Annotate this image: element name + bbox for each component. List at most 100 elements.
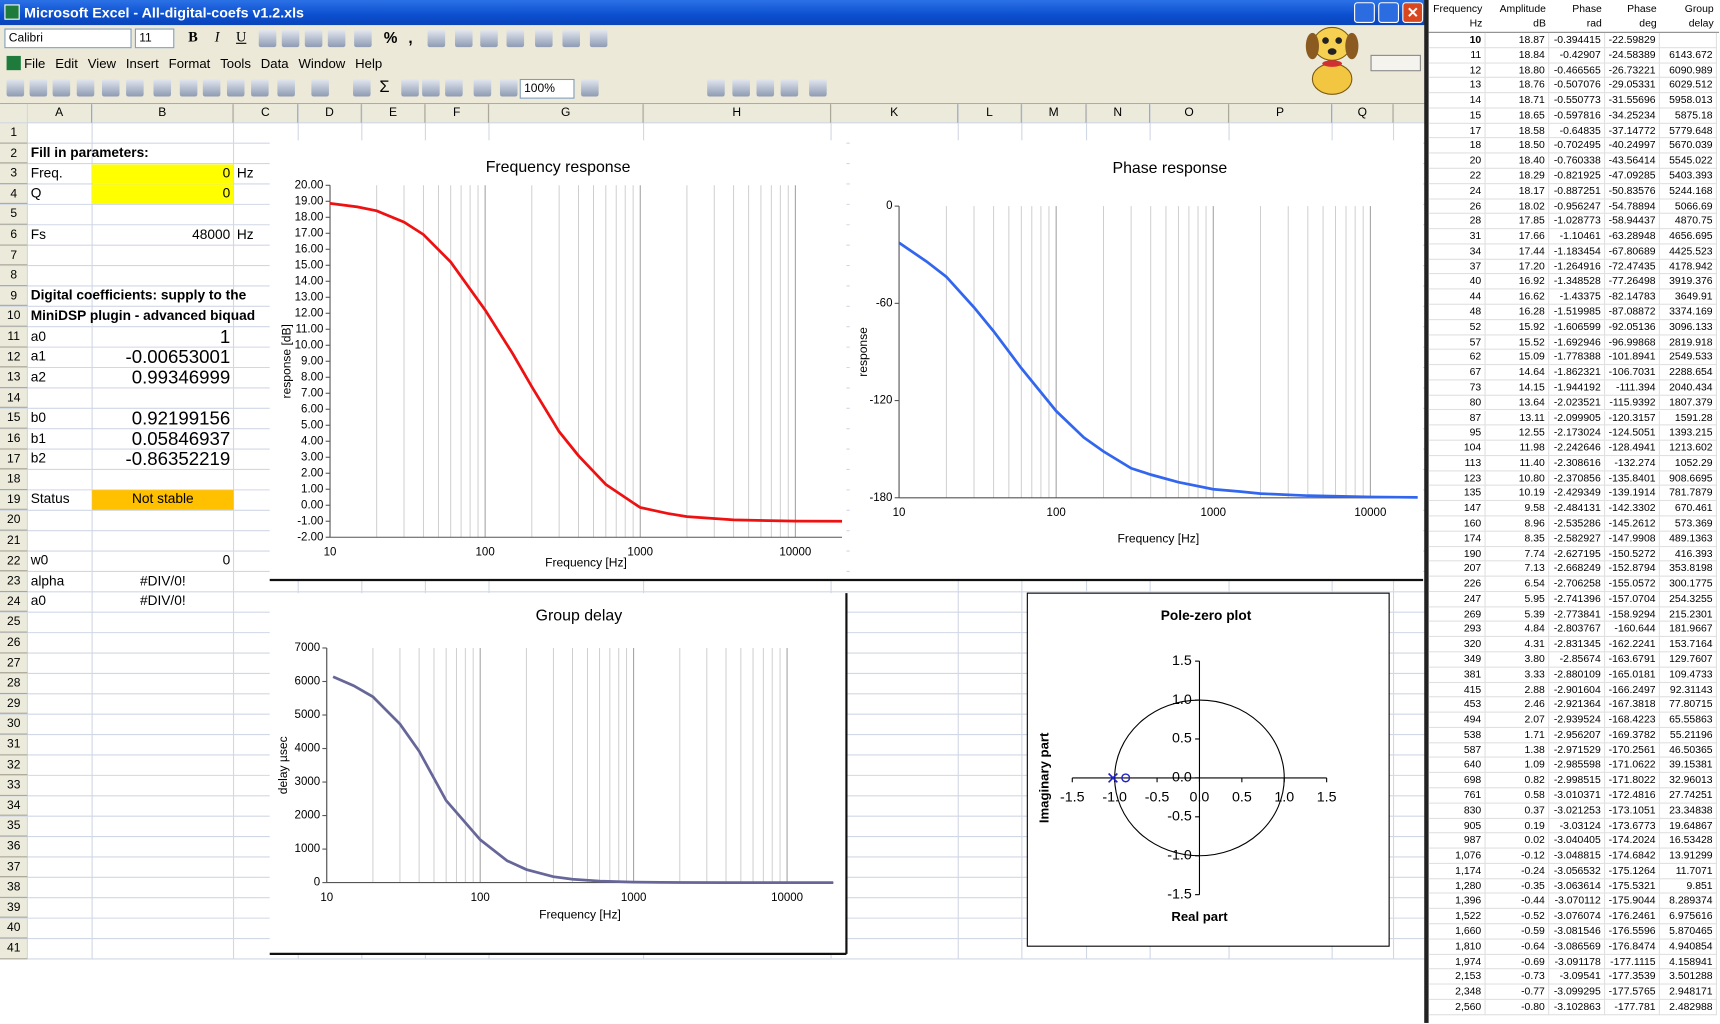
table-cell[interactable]: 761 — [1428, 788, 1486, 804]
table-cell[interactable]: -2.099905 — [1549, 410, 1606, 426]
table-cell[interactable]: -2.242646 — [1549, 440, 1606, 456]
toolbar-icon[interactable] — [809, 78, 827, 97]
row-header[interactable]: 17 — [0, 449, 28, 470]
row-header[interactable]: 40 — [0, 918, 28, 939]
table-cell[interactable]: -160.644 — [1605, 622, 1660, 638]
table-cell[interactable]: -2.880109 — [1549, 667, 1606, 683]
row-header[interactable]: 27 — [0, 653, 28, 674]
close-button[interactable]: ✕ — [1402, 2, 1424, 24]
table-cell[interactable]: 573.369 — [1659, 516, 1717, 532]
table-cell[interactable]: -177.1115 — [1605, 954, 1660, 970]
table-cell[interactable]: -3.102863 — [1549, 999, 1606, 1015]
table-cell[interactable]: 5.95 — [1485, 591, 1550, 607]
table-cell[interactable]: 17 — [1428, 123, 1486, 139]
table-cell[interactable]: 18.40 — [1485, 153, 1550, 169]
row-header[interactable]: 14 — [0, 388, 28, 409]
table-cell[interactable]: 5066.69 — [1659, 199, 1717, 215]
table-cell[interactable]: 3.33 — [1485, 667, 1550, 683]
table-cell[interactable]: 1807.379 — [1659, 395, 1717, 411]
toolbar-icon[interactable] — [226, 78, 245, 97]
table-cell[interactable]: -167.3818 — [1605, 697, 1660, 713]
column-header[interactable]: P — [1229, 104, 1333, 123]
column-header[interactable]: F — [425, 104, 489, 123]
table-cell[interactable]: -2.668249 — [1549, 561, 1606, 577]
table-cell[interactable]: 104 — [1428, 440, 1486, 456]
cell[interactable]: 0.05846937 — [131, 428, 231, 449]
table-cell[interactable]: -1.028773 — [1549, 214, 1606, 230]
cell[interactable]: Not stable — [92, 490, 234, 510]
cell[interactable]: Freq. — [30, 165, 63, 181]
table-cell[interactable]: -3.070112 — [1549, 894, 1606, 910]
table-cell[interactable]: 0.37 — [1485, 803, 1550, 819]
table-cell[interactable]: 7.13 — [1485, 561, 1550, 577]
column-header[interactable]: K — [831, 104, 959, 123]
table-cell[interactable]: -0.59 — [1485, 924, 1550, 940]
cell[interactable]: -0.86352219 — [125, 448, 231, 470]
toolbar-icon[interactable] — [506, 29, 525, 48]
table-cell[interactable]: -1.348528 — [1549, 274, 1606, 290]
table-cell[interactable]: 494 — [1428, 712, 1486, 728]
table-cell[interactable]: -0.73 — [1485, 969, 1550, 985]
table-cell[interactable]: 11.98 — [1485, 440, 1550, 456]
table-cell[interactable]: 24 — [1428, 183, 1486, 200]
table-cell[interactable]: -145.2612 — [1605, 516, 1660, 532]
table-cell[interactable]: -0.64 — [1485, 939, 1550, 955]
table-cell[interactable]: -175.5321 — [1605, 878, 1660, 895]
table-cell[interactable]: 226 — [1428, 576, 1486, 592]
row-header[interactable]: 2 — [0, 143, 28, 164]
table-cell[interactable]: 2,348 — [1428, 984, 1486, 1000]
table-cell[interactable]: -3.081546 — [1549, 924, 1606, 940]
table-cell[interactable]: -22.59829 — [1605, 32, 1660, 48]
table-cell[interactable]: 26 — [1428, 199, 1486, 215]
table-cell[interactable]: 6143.672 — [1659, 47, 1717, 64]
toolbar-icon[interactable] — [401, 78, 419, 97]
toolbar-icon[interactable] — [258, 29, 277, 48]
row-header[interactable]: 26 — [0, 633, 28, 654]
cell[interactable]: Status — [30, 491, 70, 507]
table-cell[interactable]: 28 — [1428, 214, 1486, 230]
table-cell[interactable]: -0.69 — [1485, 954, 1550, 970]
column-header[interactable]: Q — [1332, 104, 1394, 123]
table-cell[interactable]: 698 — [1428, 773, 1486, 789]
table-cell[interactable]: -101.8941 — [1605, 350, 1660, 366]
table-cell[interactable]: 2,560 — [1428, 999, 1486, 1015]
table-cell[interactable]: -170.2561 — [1605, 742, 1660, 759]
cell[interactable]: 0 — [92, 164, 234, 184]
toolbar-icon[interactable] — [581, 78, 599, 97]
row-header[interactable]: 38 — [0, 877, 28, 898]
table-cell[interactable] — [1659, 32, 1717, 48]
table-cell[interactable]: 247 — [1428, 591, 1486, 607]
table-cell[interactable]: -174.6842 — [1605, 848, 1660, 864]
table-cell[interactable]: -2.921364 — [1549, 697, 1606, 713]
table-cell[interactable]: 18.17 — [1485, 183, 1550, 200]
table-cell[interactable]: 48 — [1428, 304, 1486, 320]
row-header[interactable]: 18 — [0, 469, 28, 490]
table-cell[interactable]: -2.706258 — [1549, 576, 1606, 592]
table-cell[interactable]: 2,153 — [1428, 969, 1486, 985]
row-header[interactable]: 4 — [0, 184, 28, 205]
font-box[interactable]: Calibri — [4, 28, 132, 49]
table-cell[interactable]: -2.308616 — [1549, 455, 1606, 472]
toolbar-icon[interactable] — [780, 78, 799, 97]
table-cell[interactable]: 77.80715 — [1659, 697, 1717, 713]
row-header[interactable]: 33 — [0, 775, 28, 796]
table-cell[interactable]: 4.158941 — [1659, 954, 1717, 970]
table-cell[interactable]: 67 — [1428, 365, 1486, 381]
row-header[interactable]: 13 — [0, 367, 28, 388]
table-cell[interactable]: 3919.376 — [1659, 274, 1717, 290]
table-cell[interactable]: 6090.989 — [1659, 63, 1717, 79]
table-cell[interactable]: 830 — [1428, 803, 1486, 819]
table-cell[interactable]: 13 — [1428, 78, 1486, 94]
cell[interactable]: #DIV/0! — [139, 593, 186, 609]
table-cell[interactable]: 135 — [1428, 486, 1486, 502]
table-cell[interactable]: 153.7164 — [1659, 637, 1717, 653]
table-cell[interactable]: -37.14772 — [1605, 123, 1660, 139]
table-cell[interactable]: -0.887251 — [1549, 183, 1606, 200]
table-cell[interactable]: -3.063614 — [1549, 878, 1606, 895]
table-cell[interactable]: 5244.168 — [1659, 183, 1717, 200]
table-cell[interactable]: 113 — [1428, 455, 1486, 472]
table-cell[interactable]: 37 — [1428, 259, 1486, 275]
table-cell[interactable]: 5670.039 — [1659, 138, 1717, 154]
toolbar-icon[interactable] — [422, 78, 440, 97]
table-cell[interactable]: -3.048815 — [1549, 848, 1606, 864]
